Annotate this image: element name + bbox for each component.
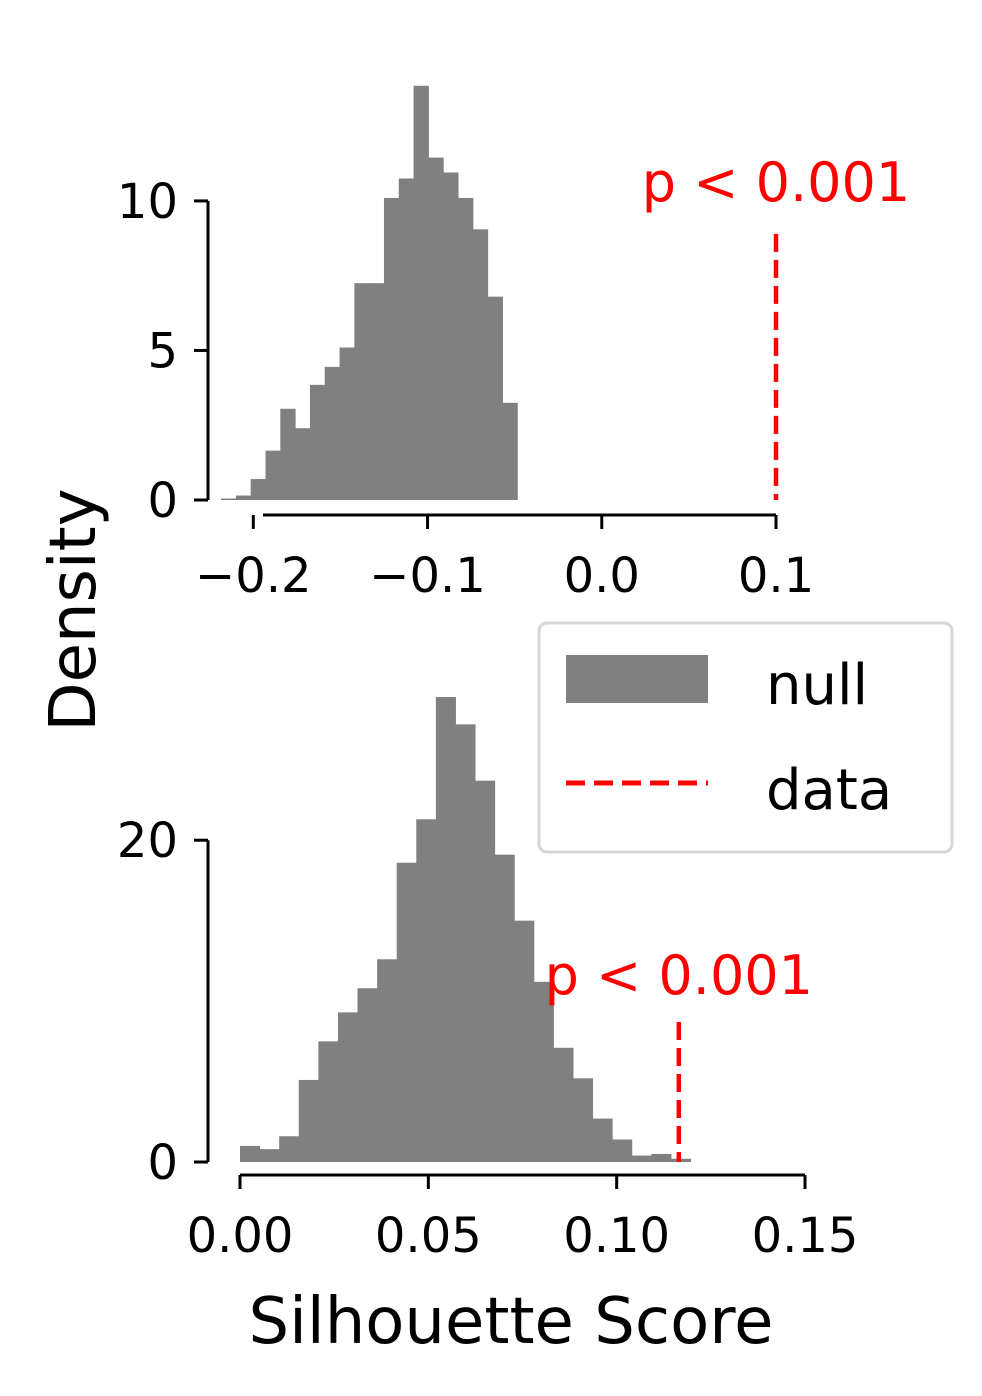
- histogram-bar: [279, 1136, 300, 1162]
- histogram-bars: [221, 85, 518, 501]
- p-value-annotation: p < 0.001: [642, 151, 910, 214]
- histogram-bar: [295, 428, 311, 500]
- histogram-bar: [383, 197, 400, 500]
- histogram-bar: [494, 854, 515, 1162]
- histogram-bar: [250, 479, 266, 500]
- histogram-bar: [572, 1078, 594, 1162]
- histogram-bar: [651, 1153, 672, 1162]
- histogram-bar: [259, 1149, 280, 1162]
- x-tick-label: 0.00: [187, 1208, 294, 1264]
- histogram-bar: [475, 780, 496, 1162]
- histogram-bar: [514, 920, 535, 1162]
- histogram-bar: [428, 157, 444, 500]
- x-tick-label: 0.10: [563, 1208, 670, 1264]
- y-axis-label: Density: [37, 488, 111, 731]
- histogram-bar: [240, 1145, 261, 1162]
- y-tick-label: 0: [147, 473, 178, 529]
- histogram-bar: [472, 229, 489, 501]
- histogram-bar: [235, 495, 252, 500]
- histogram-bar: [337, 1012, 359, 1162]
- x-tick-label: −0.2: [195, 548, 312, 604]
- histogram-bar: [502, 402, 518, 500]
- histogram-bar: [443, 172, 459, 500]
- histogram-bar: [435, 697, 456, 1162]
- histogram-bar: [298, 1079, 319, 1162]
- legend: null data: [537, 621, 954, 854]
- histogram-bar: [612, 1139, 633, 1162]
- histogram-bar: [377, 959, 398, 1162]
- histogram-bar: [631, 1155, 652, 1162]
- histogram-bar: [221, 498, 237, 500]
- y-tick-label: 20: [117, 813, 178, 869]
- histogram-bar: [398, 178, 415, 501]
- y-tick-label: 5: [147, 323, 178, 379]
- histogram-bar: [324, 366, 341, 500]
- histogram-bar: [369, 283, 385, 500]
- p-value-annotation: p < 0.001: [545, 944, 813, 1007]
- histogram-bar: [553, 1047, 574, 1162]
- histogram-bar: [354, 283, 370, 500]
- x-tick-label: −0.1: [369, 548, 486, 604]
- histogram-bar: [265, 450, 281, 500]
- x-tick-label: 0.15: [752, 1208, 859, 1264]
- histogram-bars: [240, 697, 691, 1162]
- bottom-panel: 0 20 0.00 0.05 0.10 0.15 p < 0.001: [117, 697, 859, 1264]
- histogram-bar: [280, 408, 296, 500]
- histogram-bar: [458, 197, 474, 500]
- histogram-bar: [416, 819, 437, 1162]
- x-tick-label: 0.1: [738, 548, 814, 604]
- histogram-bar: [339, 347, 355, 500]
- x-tick-label: 0.05: [375, 1208, 482, 1264]
- histogram-bar: [592, 1118, 613, 1162]
- x-tick-label: 0.0: [564, 548, 640, 604]
- histogram-bar: [487, 296, 503, 500]
- histogram-bar: [309, 384, 326, 500]
- y-tick-label: 0: [147, 1135, 178, 1191]
- legend-null-label: null: [766, 653, 868, 718]
- y-tick-label: 10: [117, 174, 178, 230]
- histogram-bar: [533, 981, 554, 1162]
- legend-null-swatch: [566, 655, 708, 703]
- histogram-bar: [455, 724, 476, 1162]
- legend-data-label: data: [766, 758, 892, 823]
- histogram-bar: [318, 1041, 339, 1162]
- x-axis-label: Silhouette Score: [249, 1285, 774, 1359]
- histogram-bar: [357, 988, 378, 1162]
- top-panel: 0 5 10 −0.2 −0.1 0.0 0.1 p < 0.001: [117, 85, 910, 604]
- histogram-bar: [413, 85, 429, 500]
- histogram-bar: [396, 862, 417, 1162]
